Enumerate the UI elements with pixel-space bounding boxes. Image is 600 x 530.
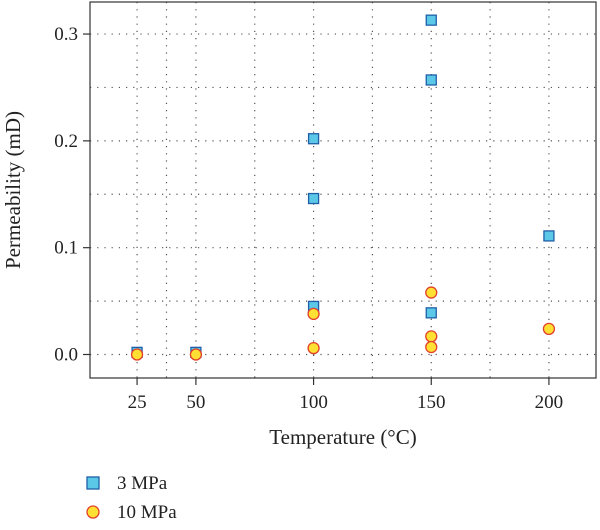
x-tick-label: 100	[299, 392, 328, 413]
x-axis-title: Temperature (°C)	[269, 425, 416, 449]
data-point-3mpa	[307, 192, 320, 205]
data-point-3mpa	[307, 133, 320, 145]
data-points	[130, 14, 556, 361]
plot-frame	[89, 1, 597, 379]
legend-marker-10mpa	[86, 505, 100, 519]
grid	[90, 2, 596, 378]
x-tick-label: 200	[535, 392, 564, 413]
y-tick-label: 0.1	[54, 238, 78, 259]
x-tick-label: 25	[128, 392, 147, 413]
data-point-10mpa	[307, 307, 320, 321]
axis-ticks: 25 50 100 150 200 0.0 0.1 0.2 0.3	[54, 24, 563, 413]
legend-label: 3 MPa	[117, 473, 168, 494]
data-point-3mpa	[425, 14, 437, 26]
legend-marker-3mpa	[86, 476, 100, 490]
legend: 3 MPa 10 MPa	[86, 473, 177, 523]
data-point-10mpa	[189, 348, 203, 361]
data-point-10mpa	[425, 330, 438, 343]
data-point-10mpa	[542, 322, 556, 336]
x-tick-label: 150	[417, 392, 446, 413]
data-point-3mpa	[543, 230, 555, 242]
data-point-10mpa	[425, 286, 438, 299]
x-tick-label: 50	[186, 392, 205, 413]
data-point-10mpa	[425, 340, 438, 354]
y-tick-label: 0.3	[54, 24, 78, 45]
y-axis-title: Permeability (mD)	[1, 111, 25, 269]
y-tick-label: 0.0	[54, 345, 78, 366]
data-point-10mpa	[130, 348, 144, 361]
data-point-3mpa	[425, 74, 437, 86]
data-point-3mpa	[425, 307, 437, 319]
legend-label: 10 MPa	[117, 502, 177, 523]
data-point-10mpa	[307, 341, 320, 355]
y-tick-label: 0.2	[54, 131, 78, 152]
